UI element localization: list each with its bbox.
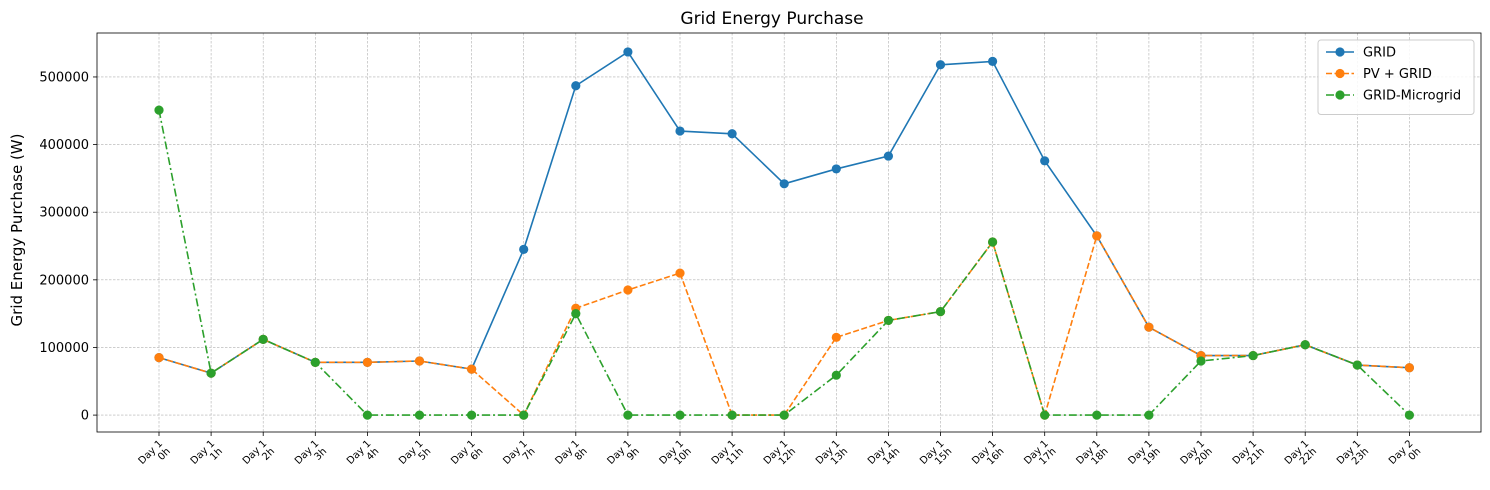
data-point <box>1248 350 1258 361</box>
y-tick-label: 0 <box>81 409 89 424</box>
data-point <box>883 151 894 161</box>
x-tick-label: Day 18h <box>553 438 589 474</box>
data-point <box>519 410 529 420</box>
data-point <box>675 410 685 420</box>
y-tick-label: 500000 <box>39 70 89 85</box>
data-point <box>362 410 372 420</box>
legend-label: GRID <box>1363 46 1396 61</box>
x-tick-label: Day 119h <box>1127 438 1163 474</box>
series-line <box>158 50 1410 375</box>
data-point <box>779 410 789 420</box>
data-point <box>623 410 633 420</box>
data-point <box>1040 410 1050 420</box>
data-point <box>1404 410 1414 420</box>
data-point <box>414 356 425 366</box>
data-point <box>206 368 216 378</box>
data-point <box>1144 322 1154 332</box>
legend-label: GRID-Microgrid <box>1363 89 1461 104</box>
y-tick-label: 400000 <box>39 138 89 153</box>
x-tick-label: Day 121h <box>1231 438 1267 474</box>
data-point <box>988 56 998 67</box>
x-tick-label: Day 14h <box>345 438 381 474</box>
x-axis-ticks: Day 10h Day 11h Day 12h Day 13h Day 14h Day 1… <box>137 432 1423 474</box>
series-layer <box>154 47 1414 420</box>
data-point <box>1196 356 1206 366</box>
data-point <box>519 244 529 255</box>
x-tick-label: Day 114h <box>866 438 902 474</box>
data-point <box>831 332 841 342</box>
data-point <box>571 81 581 91</box>
grid-lines <box>97 33 1481 432</box>
y-tick-label: 200000 <box>39 273 89 288</box>
data-point <box>988 237 998 247</box>
data-point <box>1144 410 1154 420</box>
x-tick-label: Day 15h <box>397 438 433 474</box>
data-point <box>727 129 737 139</box>
data-point <box>1092 231 1102 241</box>
data-point <box>675 268 685 278</box>
data-point <box>258 334 268 344</box>
data-point <box>623 285 633 295</box>
data-point <box>935 60 946 70</box>
x-tick-label: Day 123h <box>1335 438 1371 474</box>
y-axis-ticks: 0 100000 200000 300000 400000 500000 <box>39 70 97 424</box>
data-point <box>675 126 685 136</box>
data-point <box>414 410 425 420</box>
y-tick-label: 300000 <box>39 206 89 221</box>
data-point <box>1300 340 1310 350</box>
data-point <box>883 315 894 326</box>
data-point <box>1404 363 1414 373</box>
x-tick-label: Day 122h <box>1283 438 1319 474</box>
legend-marker <box>1335 90 1345 100</box>
legend-item: GRID <box>1326 46 1396 61</box>
data-point <box>1040 156 1050 166</box>
x-tick-label: Day 120h <box>1179 438 1215 474</box>
x-tick-label: Day 113h <box>814 438 850 474</box>
legend-marker <box>1335 47 1345 57</box>
legend: GRID PV + GRID GRID-Microgrid <box>1317 39 1475 115</box>
data-point <box>467 364 477 374</box>
legend-item: PV + GRID <box>1326 67 1432 82</box>
x-tick-label: Day 117h <box>1022 438 1058 474</box>
series-grid-microgrid <box>154 105 1414 420</box>
x-tick-label: Day 19h <box>606 438 642 474</box>
x-tick-label: Day 20h <box>1387 438 1423 474</box>
data-point <box>362 357 372 367</box>
legend-label: PV + GRID <box>1363 67 1432 82</box>
data-point <box>935 307 946 317</box>
x-tick-label: Day 115h <box>918 438 954 474</box>
x-tick-label: Day 13h <box>293 438 329 474</box>
data-point <box>727 410 737 420</box>
x-tick-label: Day 110h <box>658 438 694 474</box>
y-axis-label: Grid Energy Purchase (W) <box>8 134 26 327</box>
data-point <box>1092 410 1102 420</box>
x-tick-label: Day 12h <box>241 438 277 474</box>
data-point <box>310 357 320 367</box>
data-point <box>154 353 164 363</box>
data-point <box>1352 360 1362 370</box>
legend-item: GRID-Microgrid <box>1326 89 1461 104</box>
x-tick-label: Day 11h <box>189 438 225 474</box>
data-point <box>831 370 841 380</box>
data-point <box>831 164 841 174</box>
chart-title: Grid Energy Purchase <box>680 9 863 29</box>
y-tick-label: 100000 <box>39 341 89 356</box>
x-tick-label: Day 16h <box>449 438 485 474</box>
x-tick-label: Day 116h <box>970 438 1006 474</box>
legend-marker <box>1335 68 1345 79</box>
x-tick-label: Day 10h <box>137 438 173 474</box>
data-point <box>154 105 164 115</box>
x-tick-label: Day 111h <box>710 438 746 474</box>
x-tick-label: Day 118h <box>1074 438 1110 474</box>
plot-frame <box>96 32 1482 433</box>
x-tick-label: Day 17h <box>501 438 537 474</box>
legend-box <box>1317 39 1475 115</box>
data-point <box>467 410 477 420</box>
data-point <box>779 179 789 189</box>
x-tick-label: Day 112h <box>762 438 798 474</box>
data-point <box>571 309 581 319</box>
data-point <box>623 47 633 57</box>
series-grid <box>154 47 1414 378</box>
